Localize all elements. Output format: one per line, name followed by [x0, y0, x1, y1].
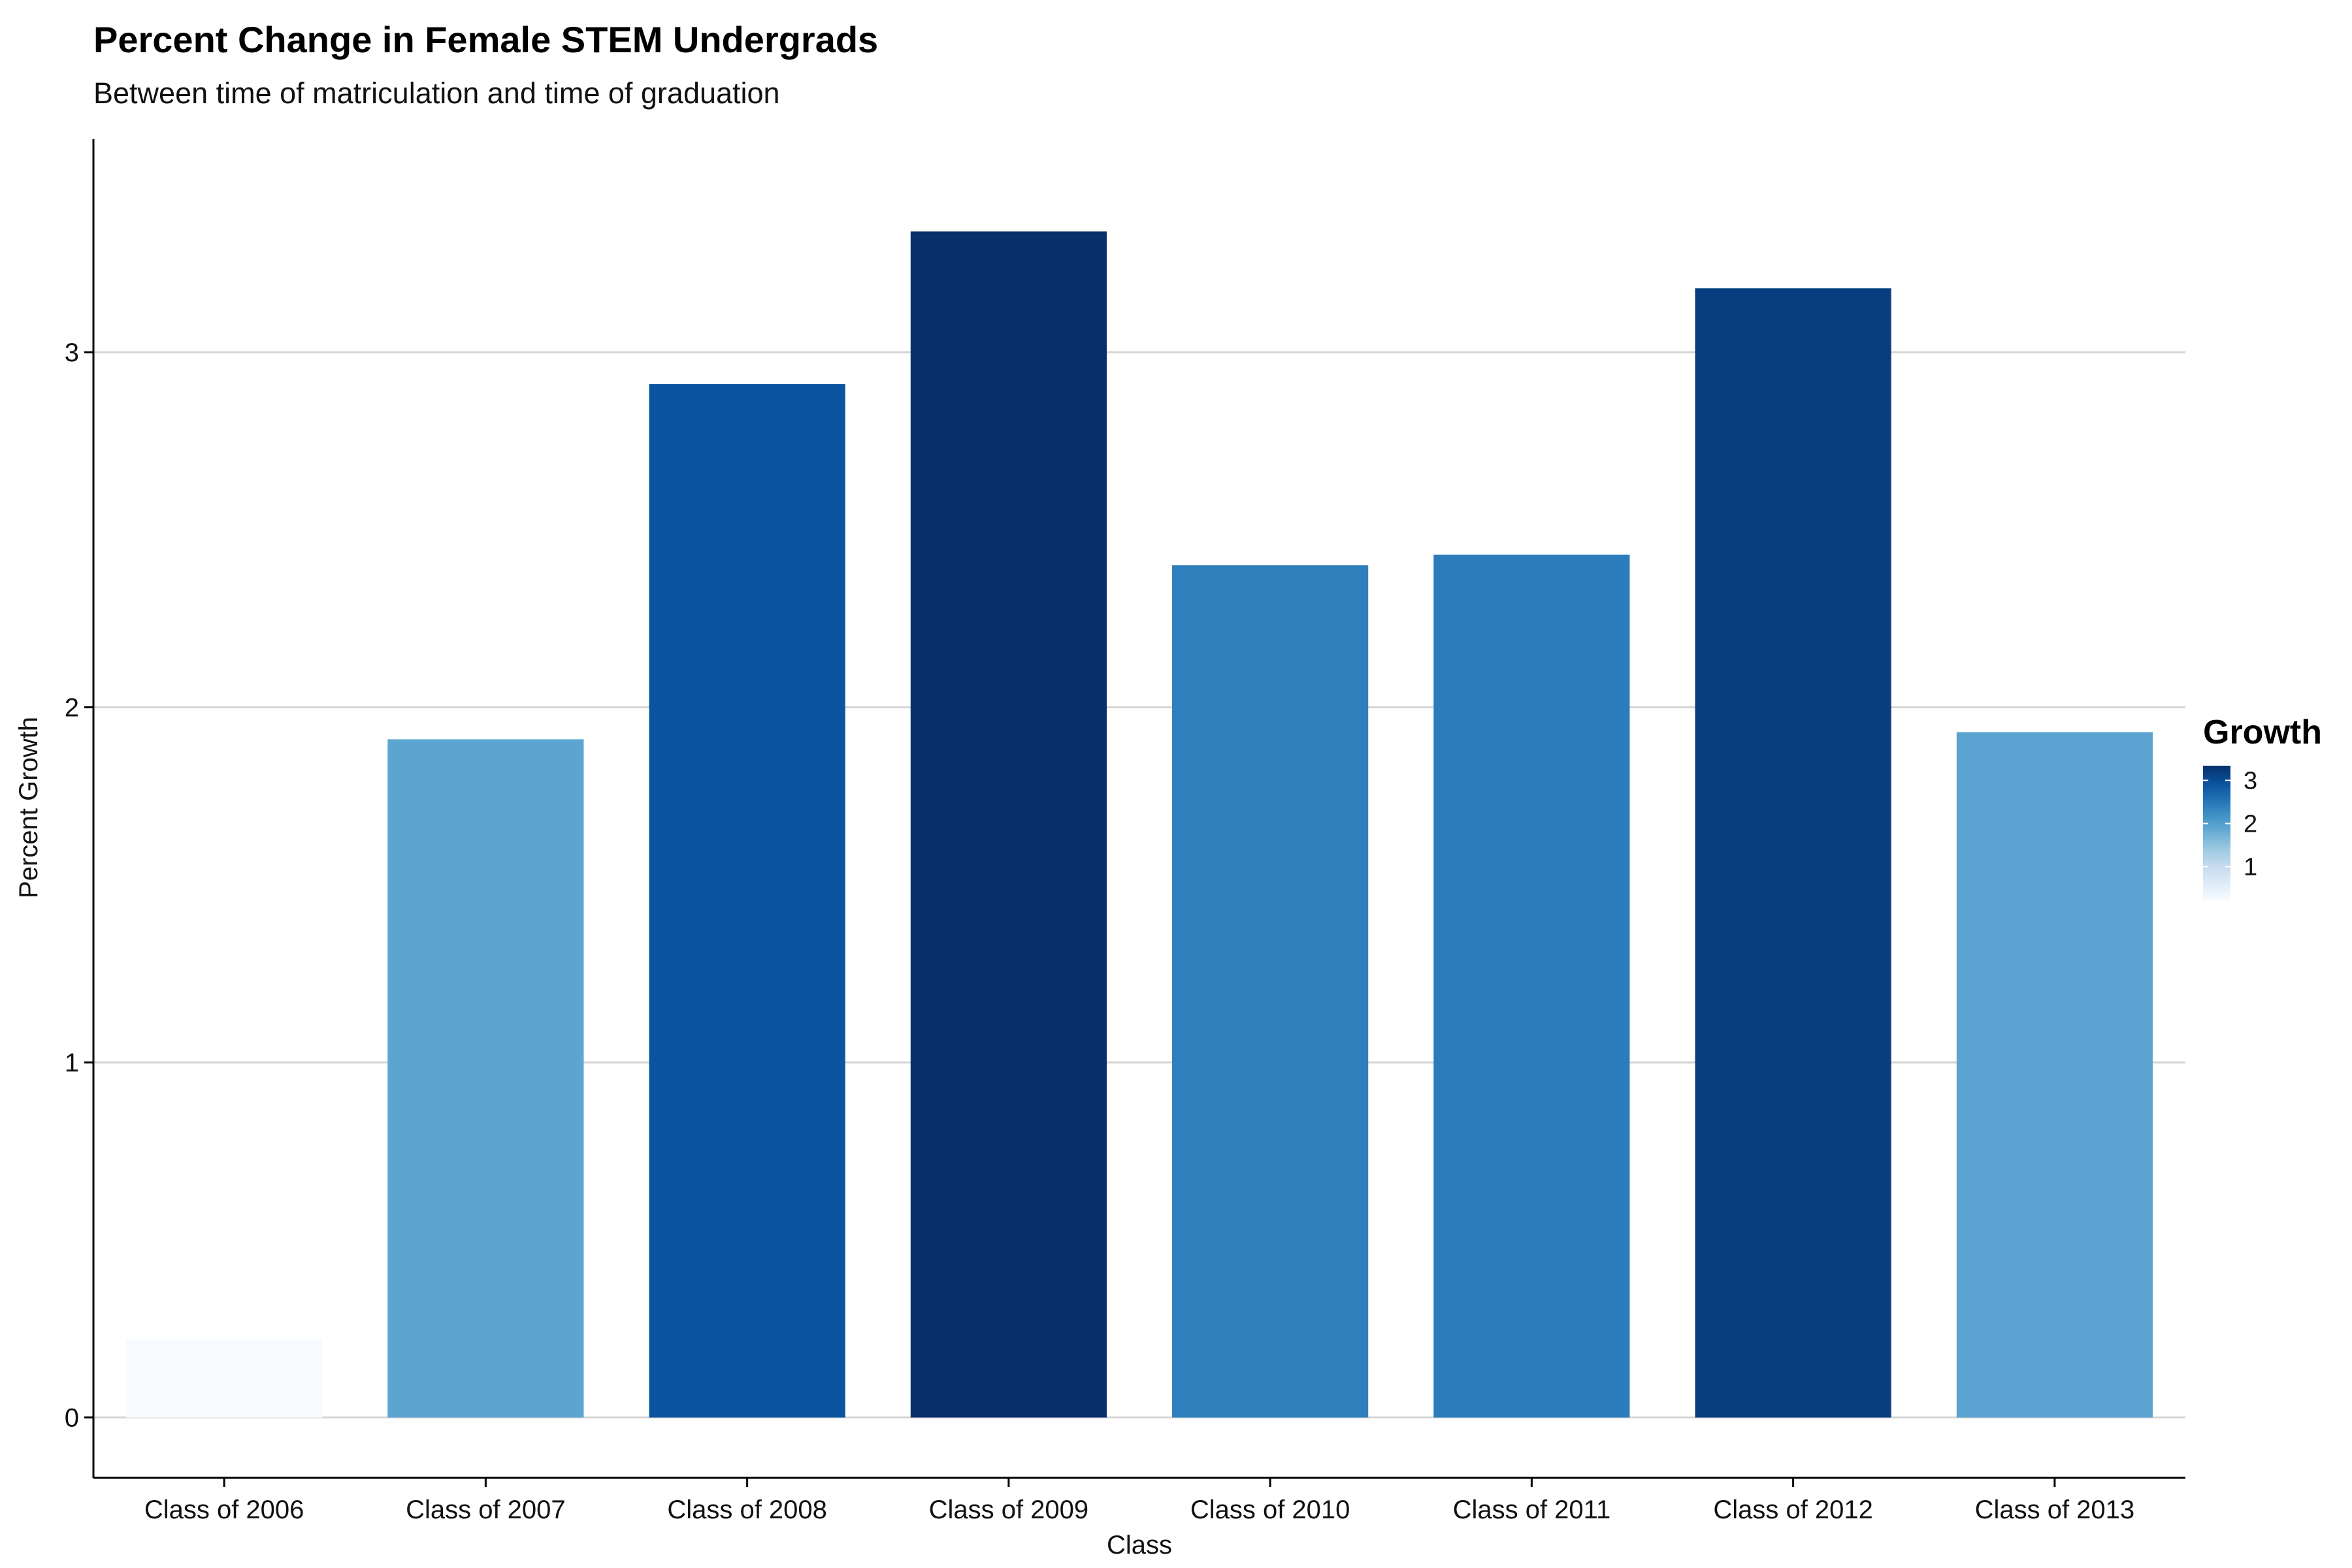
y-ticks: 0 1 2 3	[65, 338, 93, 1433]
legend-ticks: 1 2 3	[2203, 767, 2257, 881]
y-axis-title: Percent Growth	[14, 717, 43, 898]
x-tick-label: Class of 2009	[929, 1495, 1089, 1524]
x-ticks: Class of 2006 Class of 2007 Class of 2008 C…	[144, 1478, 2134, 1524]
x-tick-label: Class of 2011	[1453, 1495, 1611, 1524]
y-tick-label: 2	[65, 694, 79, 723]
bar	[1695, 288, 1891, 1418]
legend-tick-label: 1	[2244, 854, 2257, 881]
legend-title: Growth	[2203, 713, 2322, 751]
x-tick-label: Class of 2007	[406, 1495, 566, 1524]
x-tick-label: Class of 2008	[667, 1495, 827, 1524]
bar	[387, 739, 584, 1418]
axes	[92, 139, 2185, 1479]
bar	[126, 1339, 323, 1418]
bar	[649, 384, 845, 1418]
bar	[1172, 565, 1369, 1418]
x-tick-label: Class of 2013	[1975, 1495, 2135, 1524]
x-tick-label: Class of 2010	[1190, 1495, 1350, 1524]
y-tick-label: 1	[65, 1049, 79, 1077]
legend-tick-label: 2	[2244, 810, 2257, 838]
y-tick-label: 0	[65, 1404, 79, 1433]
x-tick-label: Class of 2012	[1713, 1495, 1873, 1524]
x-tick-label: Class of 2006	[144, 1495, 304, 1524]
bar	[1433, 554, 1630, 1418]
bars	[126, 231, 2153, 1418]
bar	[910, 231, 1107, 1418]
x-axis-title: Class	[1107, 1531, 1172, 1560]
y-tick-label: 3	[65, 338, 79, 367]
chart-title: Percent Change in Female STEM Undergrads	[93, 19, 878, 60]
legend-tick-label: 3	[2244, 767, 2257, 794]
bar	[1956, 732, 2153, 1418]
legend-colorbar	[2203, 766, 2230, 900]
legend: Growth 1 2 3	[2203, 713, 2322, 900]
chart-subtitle: Between time of matriculation and time o…	[93, 76, 780, 110]
